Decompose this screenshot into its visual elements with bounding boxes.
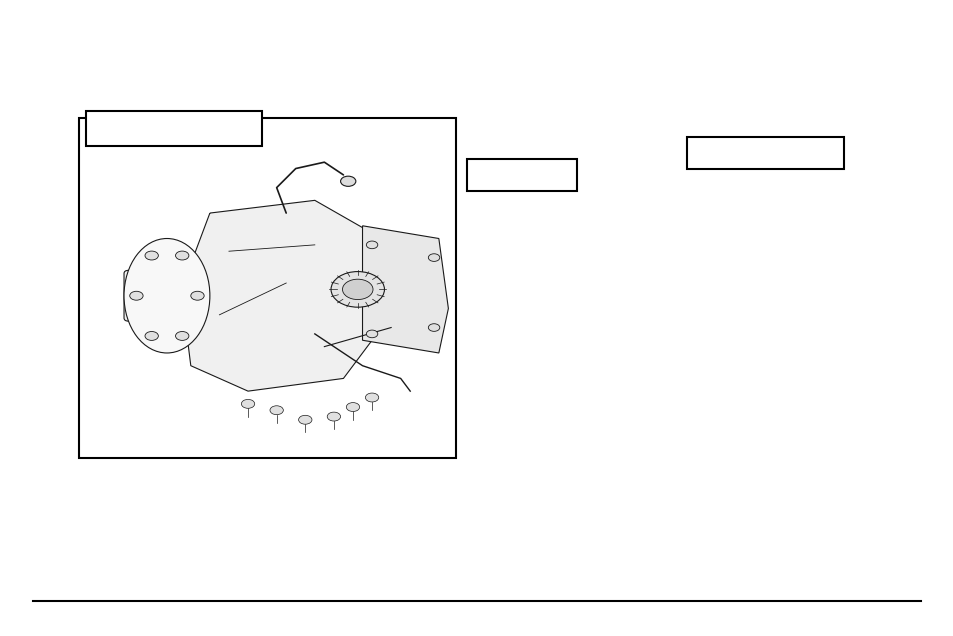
Circle shape <box>327 412 340 421</box>
Bar <box>686 137 843 169</box>
Circle shape <box>342 279 373 300</box>
PathPatch shape <box>362 226 448 353</box>
Circle shape <box>331 272 384 307</box>
Circle shape <box>175 251 189 260</box>
Circle shape <box>366 330 377 338</box>
Bar <box>86 111 262 146</box>
Circle shape <box>298 415 312 424</box>
Circle shape <box>191 291 204 300</box>
Circle shape <box>340 176 355 186</box>
Circle shape <box>365 393 378 402</box>
Bar <box>79 118 456 458</box>
Circle shape <box>428 324 439 331</box>
Circle shape <box>145 251 158 260</box>
Circle shape <box>366 241 377 249</box>
Circle shape <box>241 399 254 408</box>
Circle shape <box>145 331 158 340</box>
Circle shape <box>175 331 189 340</box>
Circle shape <box>130 291 143 300</box>
Ellipse shape <box>124 238 210 353</box>
Circle shape <box>428 254 439 261</box>
PathPatch shape <box>181 200 391 391</box>
Circle shape <box>346 403 359 411</box>
Bar <box>467 159 577 191</box>
Circle shape <box>270 406 283 415</box>
FancyBboxPatch shape <box>124 270 195 321</box>
